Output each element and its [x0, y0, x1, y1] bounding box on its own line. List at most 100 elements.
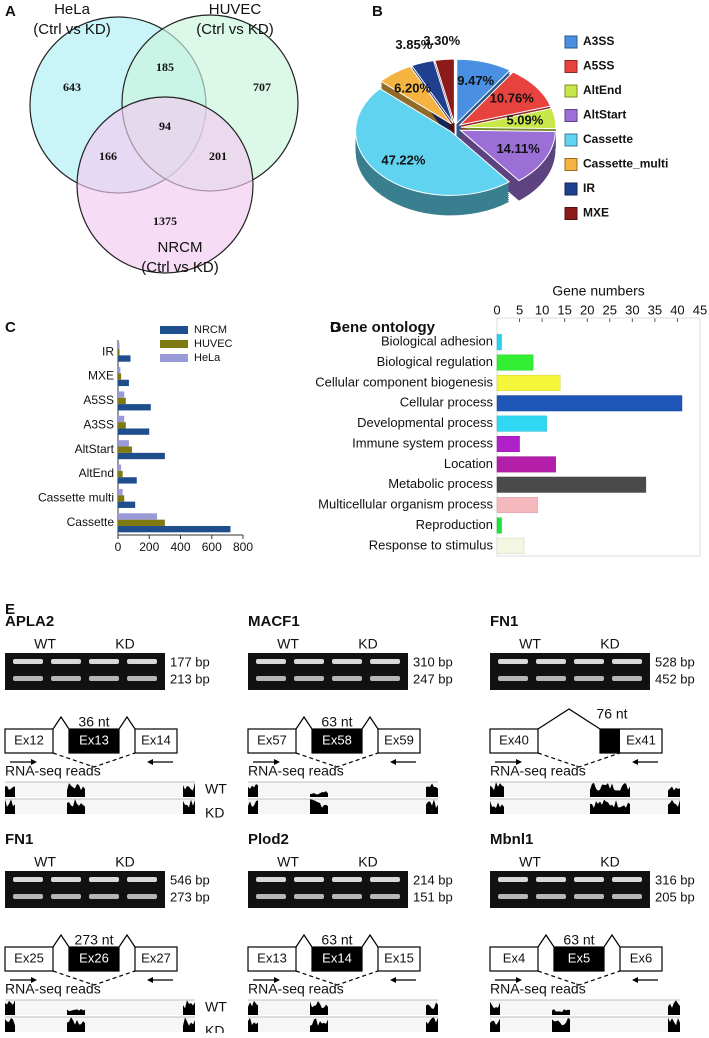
venn-count: 94 [159, 119, 171, 133]
x-tick-label: 0 [493, 302, 500, 317]
gel-band [127, 877, 157, 882]
gel [490, 871, 650, 908]
primer-head [31, 977, 37, 983]
gel-band [536, 659, 566, 664]
gel-band [51, 877, 81, 882]
gel-band [332, 877, 362, 882]
gel-band [612, 894, 642, 899]
axis-title: Gene numbers [552, 283, 645, 299]
lane-label: KD [115, 636, 134, 652]
gel-band [370, 877, 400, 882]
y-tick-label: Biological regulation [377, 354, 493, 369]
bar [118, 488, 123, 496]
gel-band [574, 894, 604, 899]
venn-count: 643 [63, 80, 81, 94]
lane-label: KD [115, 854, 134, 870]
bar [496, 517, 502, 534]
read-peak [668, 1017, 680, 1032]
bar [118, 513, 158, 520]
pie-slice [434, 58, 455, 124]
gel-band [370, 676, 400, 681]
gel-band [51, 894, 81, 899]
read-peak [67, 783, 85, 797]
gel [490, 653, 650, 690]
exon-label: Ex57 [257, 732, 287, 747]
pie-slice [355, 88, 511, 196]
gel-band [13, 894, 43, 899]
read-peak [248, 1017, 258, 1032]
gel-band [612, 659, 642, 664]
gel-band [256, 659, 286, 664]
set-subtitle: (Ctrl vs KD) [141, 259, 219, 276]
y-tick-label: Immune system process [352, 435, 493, 450]
read-peak [67, 1017, 85, 1032]
y-tick-label: A3SS [83, 417, 114, 431]
exon-label: Ex14 [322, 950, 352, 965]
y-tick-label: Biological adhesion [381, 334, 493, 349]
primer-head [390, 977, 396, 983]
gel-band [536, 676, 566, 681]
bar [496, 497, 538, 514]
gel-band [256, 877, 286, 882]
read-track [248, 1000, 438, 1015]
read-peak [552, 1017, 570, 1032]
gel-band [370, 894, 400, 899]
gel-band [294, 659, 324, 664]
exon-box [619, 946, 663, 972]
splice-line [361, 715, 379, 730]
band-size: 528 bp [655, 654, 695, 669]
exon-label: Ex4 [503, 950, 525, 965]
x-tick-label: 30 [625, 302, 639, 317]
gel-band [89, 894, 119, 899]
gel-band [89, 877, 119, 882]
legend-label: MXE [583, 206, 609, 220]
legend-swatch [160, 326, 188, 334]
bar [118, 519, 165, 526]
bar [118, 440, 129, 447]
read-peak [67, 799, 85, 814]
insert-size: 63 nt [321, 714, 352, 730]
exon-box [600, 729, 620, 753]
x-tick-label: 0 [115, 540, 122, 554]
gene-name: MACF1 [248, 613, 300, 630]
x-tick-label: 800 [233, 540, 253, 554]
bar [118, 495, 125, 502]
gel-band [536, 894, 566, 899]
bar [118, 452, 165, 460]
primer-head [516, 759, 522, 765]
read-track [248, 799, 438, 814]
insert-size: 273 nt [75, 932, 114, 948]
read-peak [5, 1018, 15, 1032]
bar [118, 525, 231, 533]
bar [496, 436, 520, 452]
read-peak [248, 1000, 258, 1015]
legend-swatch [564, 207, 578, 220]
read-peak [668, 799, 680, 814]
x-tick-label: 5 [516, 302, 523, 317]
read-peak [5, 1000, 15, 1015]
read-peak [183, 1017, 195, 1032]
gel-band [13, 659, 43, 664]
gel-band [498, 659, 528, 664]
panel-label: C [5, 319, 16, 336]
lane-label: KD [358, 854, 377, 870]
bar [118, 355, 131, 362]
exon-box [4, 946, 54, 972]
read-peak [310, 1000, 328, 1015]
track-label: KD [205, 1023, 224, 1033]
exon-label: Ex27 [141, 950, 171, 965]
pie-slice [458, 71, 552, 126]
pie-value-label: 10.76% [490, 91, 535, 106]
gel-band [574, 676, 604, 681]
gel-band [51, 659, 81, 664]
bar [496, 354, 534, 371]
read-peak [426, 783, 438, 797]
exon-box [553, 946, 605, 972]
gel-band [498, 877, 528, 882]
reads-label: RNA-seq reads [490, 981, 586, 997]
venn-circle [76, 96, 254, 274]
exon-box [134, 728, 178, 754]
bar [118, 391, 125, 398]
splice-line [52, 970, 136, 986]
